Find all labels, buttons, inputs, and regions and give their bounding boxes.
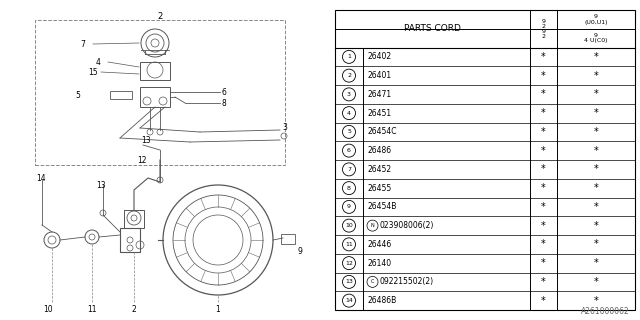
Text: 12: 12: [345, 260, 353, 266]
Text: 4: 4: [96, 58, 101, 67]
Text: 14: 14: [36, 173, 45, 182]
Text: C: C: [371, 279, 374, 284]
Text: 12: 12: [137, 156, 147, 164]
Text: 26140: 26140: [367, 259, 391, 268]
Text: *: *: [594, 52, 598, 62]
Text: *: *: [541, 239, 546, 249]
Bar: [124, 210, 144, 228]
Text: *: *: [541, 108, 546, 118]
Text: 092215502(2): 092215502(2): [380, 277, 434, 286]
Text: 15: 15: [88, 68, 98, 76]
Text: 3: 3: [282, 123, 287, 132]
Bar: [335, 10, 635, 310]
Text: 26454B: 26454B: [367, 202, 396, 212]
Text: 6: 6: [222, 87, 227, 97]
Text: 5: 5: [75, 91, 80, 100]
Bar: [281, 234, 295, 244]
Text: 13: 13: [345, 279, 353, 284]
Text: 2: 2: [347, 73, 351, 78]
Text: *: *: [541, 183, 546, 193]
Text: *: *: [541, 127, 546, 137]
Text: 1: 1: [216, 305, 220, 314]
Text: *: *: [541, 277, 546, 287]
Text: *: *: [594, 296, 598, 306]
Text: 2: 2: [132, 305, 136, 314]
Text: *: *: [594, 183, 598, 193]
Text: 26486: 26486: [367, 146, 391, 155]
Bar: [35, 20, 285, 165]
Text: 10: 10: [43, 305, 53, 314]
Text: 26454C: 26454C: [367, 127, 397, 136]
Text: 9: 9: [347, 204, 351, 209]
Text: 13: 13: [141, 135, 151, 145]
Text: 023908006(2): 023908006(2): [380, 221, 435, 230]
Bar: [120, 228, 140, 252]
Text: 26486B: 26486B: [367, 296, 396, 305]
Text: 11: 11: [87, 305, 97, 314]
Text: 5: 5: [347, 129, 351, 134]
Text: 3: 3: [347, 92, 351, 97]
Text: 9
2
9
2: 9 2 9 2: [541, 19, 545, 39]
Text: *: *: [541, 202, 546, 212]
Text: 26471: 26471: [367, 90, 391, 99]
Text: *: *: [541, 71, 546, 81]
Text: *: *: [541, 296, 546, 306]
Text: 26401: 26401: [367, 71, 391, 80]
Text: *: *: [594, 220, 598, 231]
Text: *: *: [594, 202, 598, 212]
Bar: [110, 91, 132, 99]
Text: A261000062: A261000062: [581, 307, 630, 316]
Text: *: *: [541, 52, 546, 62]
Text: N: N: [371, 223, 374, 228]
Text: 1: 1: [347, 54, 351, 60]
Text: *: *: [541, 258, 546, 268]
Text: 2: 2: [157, 12, 163, 20]
Text: 9
(U0,U1): 9 (U0,U1): [584, 14, 608, 25]
Text: 7: 7: [80, 39, 85, 49]
Text: *: *: [594, 277, 598, 287]
Text: 26455: 26455: [367, 184, 391, 193]
Text: 11: 11: [345, 242, 353, 247]
Text: 26451: 26451: [367, 108, 391, 118]
Text: 9
4 U(C0): 9 4 U(C0): [584, 33, 608, 43]
Bar: [140, 87, 170, 107]
Text: *: *: [541, 89, 546, 100]
Text: *: *: [541, 220, 546, 231]
Text: 14: 14: [345, 298, 353, 303]
Text: *: *: [541, 146, 546, 156]
Text: 4: 4: [347, 111, 351, 116]
Text: *: *: [594, 89, 598, 100]
Text: 26402: 26402: [367, 52, 391, 61]
Text: 26452: 26452: [367, 165, 391, 174]
Bar: [140, 62, 170, 80]
Text: 26446: 26446: [367, 240, 391, 249]
Text: *: *: [594, 239, 598, 249]
Text: *: *: [594, 108, 598, 118]
Text: 6: 6: [347, 148, 351, 153]
Text: 8: 8: [347, 186, 351, 191]
Text: *: *: [594, 127, 598, 137]
Text: *: *: [594, 258, 598, 268]
Text: *: *: [594, 71, 598, 81]
Text: 7: 7: [347, 167, 351, 172]
Text: PARTS CORD: PARTS CORD: [404, 24, 461, 33]
Text: *: *: [594, 164, 598, 174]
Text: 9: 9: [297, 247, 302, 257]
Text: 10: 10: [345, 223, 353, 228]
Text: *: *: [594, 146, 598, 156]
Text: 8: 8: [222, 99, 227, 108]
Text: *: *: [541, 164, 546, 174]
Text: 13: 13: [96, 180, 106, 189]
